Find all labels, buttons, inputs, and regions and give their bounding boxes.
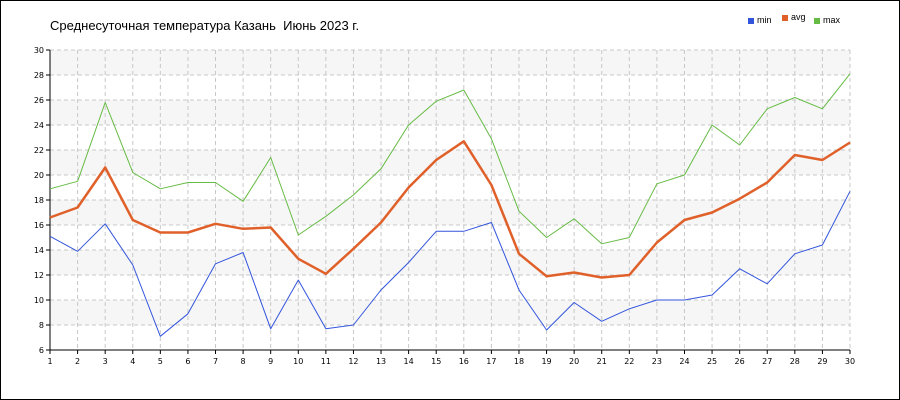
x-tick-label: 22 (624, 357, 634, 366)
series-line-min (49, 191, 851, 337)
legend-label-min: min (757, 15, 772, 25)
legend-swatch-min (748, 17, 754, 24)
legend-item-min: min (748, 15, 772, 25)
x-tick-label: 10 (293, 357, 303, 366)
x-tick-label: 25 (707, 357, 717, 366)
y-tick-label: 20 (34, 171, 44, 180)
legend-item-avg: avg (782, 12, 806, 22)
series-line-max (49, 73, 851, 245)
legend-item-max: max (814, 15, 840, 25)
x-tick-label: 19 (541, 357, 551, 366)
x-tick-label: 21 (597, 357, 607, 366)
x-tick-label: 14 (404, 357, 414, 366)
x-tick-label: 27 (762, 357, 772, 366)
x-tick-label: 17 (486, 357, 496, 366)
x-tick-label: 2 (75, 357, 80, 366)
y-tick-label: 6 (39, 346, 44, 355)
x-tick-label: 5 (158, 357, 163, 366)
x-tick-label: 18 (514, 357, 524, 366)
x-tick-label: 4 (130, 357, 135, 366)
legend-swatch-max (814, 17, 820, 24)
x-tick-label: 30 (845, 357, 855, 366)
grid-band (50, 50, 850, 75)
x-tick-label: 29 (817, 357, 827, 366)
legend-swatch-avg (782, 14, 788, 21)
legend-label-avg: avg (791, 12, 806, 22)
x-tick-label: 6 (185, 357, 190, 366)
y-tick-label: 28 (34, 71, 44, 80)
x-tick-label: 9 (268, 357, 273, 366)
grid-band (50, 250, 850, 275)
y-tick-label: 30 (34, 46, 44, 55)
x-tick-label: 3 (103, 357, 108, 366)
x-tick-label: 24 (679, 357, 689, 366)
x-tick-label: 11 (321, 357, 331, 366)
y-tick-label: 26 (34, 96, 44, 105)
x-tick-label: 8 (241, 357, 246, 366)
x-tick-label: 12 (348, 357, 358, 366)
grid-band (50, 200, 850, 225)
x-tick-label: 16 (459, 357, 469, 366)
y-tick-label: 24 (34, 121, 44, 130)
chart-title: Среднесуточная температура Казань Июнь 2… (50, 18, 360, 33)
x-tick-label: 20 (569, 357, 579, 366)
x-tick-label: 13 (376, 357, 386, 366)
x-tick-label: 23 (652, 357, 662, 366)
grid-band (50, 100, 850, 125)
x-tick-label: 26 (735, 357, 745, 366)
x-tick-label: 7 (213, 357, 218, 366)
x-tick-label: 15 (431, 357, 441, 366)
y-tick-label: 14 (34, 246, 44, 255)
y-tick-label: 12 (34, 271, 44, 280)
grid-band (50, 150, 850, 175)
y-tick-label: 18 (34, 196, 44, 205)
x-tick-label: 28 (790, 357, 800, 366)
y-tick-label: 22 (34, 146, 44, 155)
series-line-avg (49, 140, 851, 279)
y-tick-label: 16 (34, 221, 44, 230)
grid-band (50, 300, 850, 325)
x-tick-label: 1 (47, 357, 52, 366)
y-tick-label: 10 (34, 296, 44, 305)
legend-label-max: max (823, 15, 841, 25)
y-tick-label: 8 (39, 321, 44, 330)
